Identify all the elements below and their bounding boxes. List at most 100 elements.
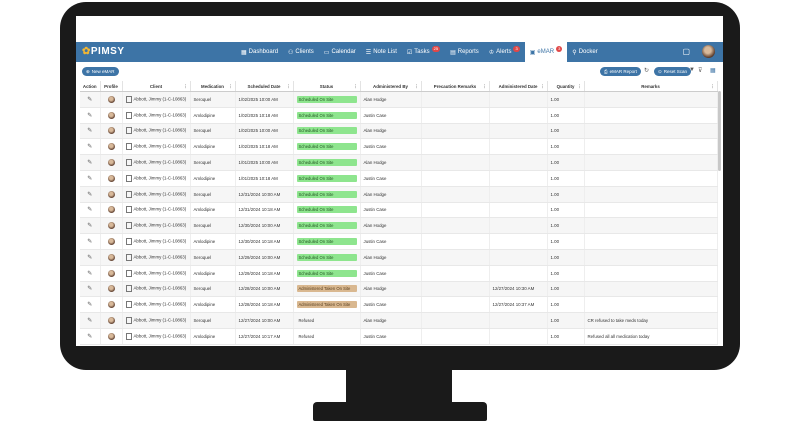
nav-item-alerts[interactable]: ♔ Alerts 3 [484, 42, 525, 62]
table-row[interactable]: ✎ Abbott, Jimmy (1-C-10863) Amlodipine 12/3… [80, 202, 718, 219]
client-name[interactable]: Abbott, Jimmy (1-C-10863) [133, 159, 187, 165]
edit-icon[interactable]: ✎ [87, 112, 93, 119]
table-row[interactable]: ✎ Abbott, Jimmy (1-C-10863) Seroquel 1/02/2… [80, 123, 718, 140]
client-name[interactable]: Abbott, Jimmy (1-C-10863) [133, 222, 187, 228]
client-avatar[interactable] [107, 332, 115, 340]
column-menu-icon[interactable]: ⋮ [414, 83, 419, 89]
client-name[interactable]: Abbott, Jimmy (1-C-10863) [133, 238, 187, 244]
edit-icon[interactable]: ✎ [87, 144, 93, 151]
nav-item-dashboard[interactable]: ▦ Dashboard [236, 42, 283, 62]
table-row[interactable]: ✎ Abbott, Jimmy (1-C-10863) Seroquel 12/29/… [80, 249, 718, 266]
edit-icon[interactable]: ✎ [87, 175, 93, 182]
client-name[interactable]: Abbott, Jimmy (1-C-10863) [133, 301, 187, 307]
client-avatar[interactable] [107, 159, 115, 167]
client-name[interactable]: Abbott, Jimmy (1-C-10863) [133, 317, 187, 323]
client-name[interactable]: Abbott, Jimmy (1-C-10863) [133, 175, 187, 181]
clear-filter-icon[interactable]: ⊽ [698, 68, 703, 74]
client-avatar[interactable] [107, 190, 115, 198]
client-avatar[interactable] [107, 253, 115, 261]
column-menu-icon[interactable]: ⋮ [482, 83, 487, 89]
column-header[interactable]: Scheduled Date ⋮ [235, 81, 294, 92]
chat-icon[interactable]: ▢ [682, 47, 690, 56]
client-avatar[interactable] [107, 143, 115, 151]
client-name[interactable]: Abbott, Jimmy (1-C-10863) [133, 128, 187, 134]
table-row[interactable]: ✎ Abbott, Jimmy (1-C-10863) Amlodipine 1/02… [80, 107, 718, 124]
client-avatar[interactable] [107, 206, 115, 214]
client-avatar[interactable] [107, 95, 115, 103]
nav-item-emar[interactable]: ▣ eMAR 3 [524, 42, 568, 62]
edit-icon[interactable]: ✎ [87, 270, 93, 277]
table-row[interactable]: ✎ Abbott, Jimmy (1-C-10863) Seroquel 1/02/2… [80, 91, 718, 108]
client-name[interactable]: Abbott, Jimmy (1-C-10863) [133, 286, 187, 292]
client-name[interactable]: Abbott, Jimmy (1-C-10863) [133, 96, 187, 102]
column-menu-icon[interactable]: ⋮ [228, 83, 233, 89]
column-header[interactable]: Quantity ⋮ [547, 81, 585, 92]
edit-icon[interactable]: ✎ [87, 254, 93, 261]
new-emar-button[interactable]: ⊕ New eMAR [82, 67, 119, 76]
column-header[interactable]: Action [80, 81, 101, 92]
nav-item-tasks[interactable]: ☑ Tasks 25 [402, 42, 445, 62]
edit-icon[interactable]: ✎ [87, 302, 93, 309]
client-avatar[interactable] [107, 222, 115, 230]
column-menu-icon[interactable]: ⋮ [353, 83, 358, 89]
table-row[interactable]: ✎ Abbott, Jimmy (1-C-10863) Amlodipine 12/2… [80, 328, 718, 345]
edit-icon[interactable]: ✎ [87, 318, 93, 325]
edit-icon[interactable]: ✎ [87, 191, 93, 198]
table-row[interactable]: ✎ Abbott, Jimmy (1-C-10863) Amlodipine 12/2… [80, 265, 718, 282]
export-icon[interactable]: ▦ [710, 68, 716, 74]
edit-icon[interactable]: ✎ [87, 207, 93, 214]
nav-item-clients[interactable]: ⚇ Clients [283, 42, 319, 62]
client-name[interactable]: Abbott, Jimmy (1-C-10863) [133, 270, 187, 276]
table-row[interactable]: ✎ Abbott, Jimmy (1-C-10863) Amlodipine 12/2… [80, 296, 718, 314]
column-header[interactable]: Client ⋮ [122, 81, 191, 92]
client-avatar[interactable] [107, 174, 115, 182]
refresh-icon[interactable]: ↻ [644, 68, 650, 74]
table-row[interactable]: ✎ Abbott, Jimmy (1-C-10863) Amlodipine 1/01… [80, 170, 718, 187]
edit-icon[interactable]: ✎ [87, 333, 93, 340]
table-row[interactable]: ✎ Abbott, Jimmy (1-C-10863) Seroquel 12/31/… [80, 186, 718, 203]
table-row[interactable]: ✎ Abbott, Jimmy (1-C-10863) Amlodipine 12/3… [80, 233, 718, 250]
client-name[interactable]: Abbott, Jimmy (1-C-10863) [133, 333, 187, 339]
column-header[interactable]: Administered Date ⋮ [489, 81, 548, 92]
edit-icon[interactable]: ✎ [87, 128, 93, 135]
client-name[interactable]: Abbott, Jimmy (1-C-10863) [133, 112, 187, 118]
column-header[interactable]: Medication ⋮ [190, 81, 236, 92]
nav-item-reports[interactable]: ▤ Reports [445, 42, 484, 62]
column-menu-icon[interactable]: ⋮ [577, 83, 582, 89]
client-avatar[interactable] [107, 127, 115, 135]
client-name[interactable]: Abbott, Jimmy (1-C-10863) [133, 207, 187, 213]
column-menu-icon[interactable]: ⋮ [540, 83, 545, 89]
client-avatar[interactable] [107, 317, 115, 325]
filter-icon[interactable]: ▼ [689, 67, 695, 73]
column-header[interactable]: Profile [100, 81, 123, 92]
client-name[interactable]: Abbott, Jimmy (1-C-10863) [133, 254, 187, 260]
column-menu-icon[interactable]: ⋮ [183, 83, 188, 89]
edit-icon[interactable]: ✎ [87, 96, 93, 103]
client-avatar[interactable] [107, 301, 115, 309]
nav-item-docker[interactable]: ⚲ Docker [567, 42, 602, 62]
user-avatar[interactable] [702, 45, 715, 58]
client-avatar[interactable] [107, 238, 115, 246]
table-row[interactable]: ✎ Abbott, Jimmy (1-C-10863) Seroquel 12/28/… [80, 281, 718, 298]
client-avatar[interactable] [107, 269, 115, 277]
column-header[interactable]: Precaution Remarks ⋮ [421, 81, 490, 92]
edit-icon[interactable]: ✎ [87, 223, 93, 230]
client-name[interactable]: Abbott, Jimmy (1-C-10863) [133, 191, 187, 197]
column-header[interactable]: Remarks ⋮ [584, 81, 718, 92]
client-name[interactable]: Abbott, Jimmy (1-C-10863) [133, 143, 187, 149]
column-header[interactable]: Administered By ⋮ [360, 81, 422, 92]
edit-icon[interactable]: ✎ [87, 160, 93, 167]
table-scrollbar[interactable] [718, 91, 721, 171]
nav-item-note-list[interactable]: ☰ Note List [361, 42, 402, 62]
column-menu-icon[interactable]: ⋮ [710, 83, 715, 89]
table-row[interactable]: ✎ Abbott, Jimmy (1-C-10863) Amlodipine 1/02… [80, 138, 718, 156]
client-avatar[interactable] [107, 285, 115, 293]
nav-item-calendar[interactable]: ▭ Calendar [319, 42, 361, 62]
table-row[interactable]: ✎ Abbott, Jimmy (1-C-10863) Seroquel 1/01/2… [80, 154, 718, 171]
column-menu-icon[interactable]: ⋮ [286, 83, 291, 89]
emar-report-button[interactable]: ⎙ eMAR Report [600, 67, 641, 76]
column-header[interactable]: Status ⋮ [293, 81, 361, 92]
client-avatar[interactable] [107, 111, 115, 119]
edit-icon[interactable]: ✎ [87, 239, 93, 246]
app-logo[interactable]: ✿PIMSY [82, 46, 125, 57]
